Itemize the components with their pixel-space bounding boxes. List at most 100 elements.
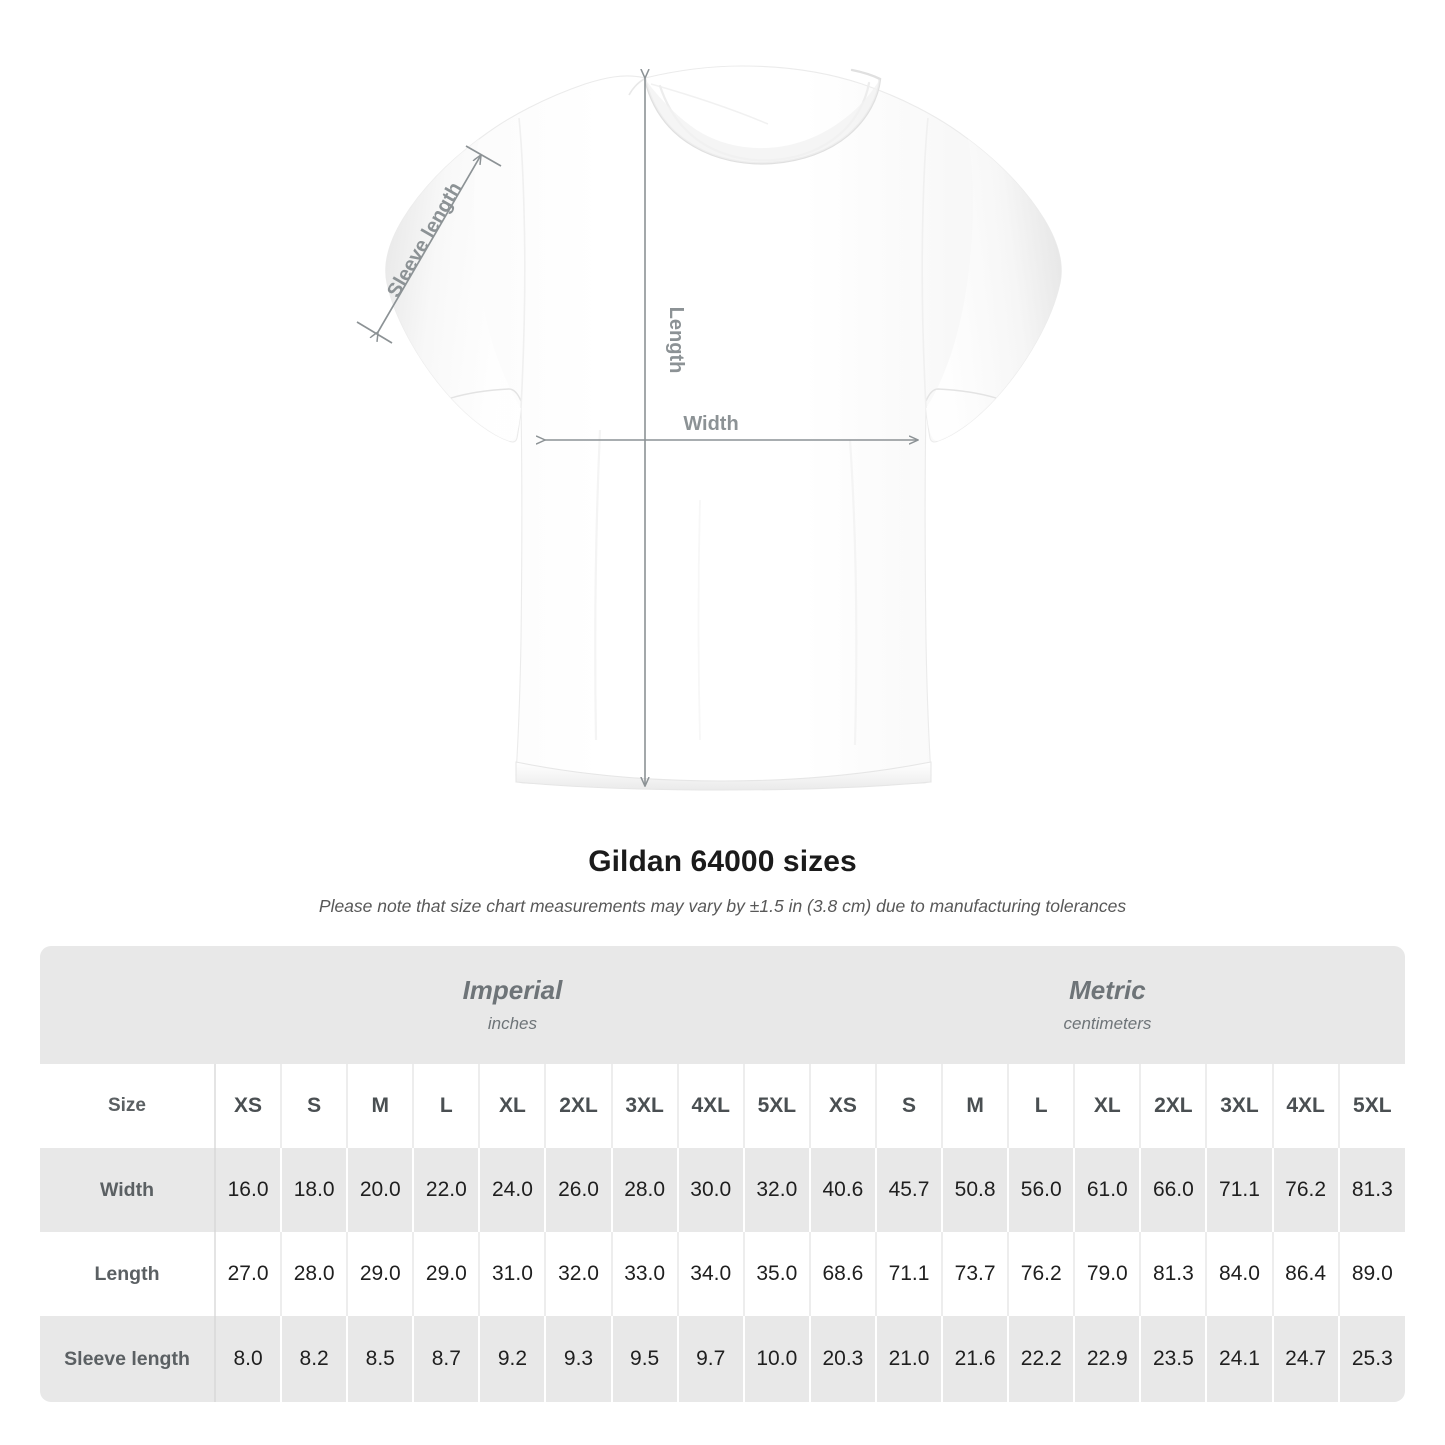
sleeve-length-arrow <box>378 155 481 332</box>
cell-length-imperial-s: 28.0 <box>280 1232 348 1316</box>
cell-width-imperial-xl: 24.0 <box>478 1148 546 1232</box>
shoulder-seam-left <box>650 83 769 125</box>
cell-length-metric-5xl: 89.0 <box>1337 1232 1405 1316</box>
size-header-metric-l: L <box>1007 1064 1075 1148</box>
cell-sleeve-metric-2xl: 23.5 <box>1139 1316 1207 1402</box>
size-header-imperial-2xl: 2XL <box>544 1064 612 1148</box>
collar-band <box>645 79 880 164</box>
cell-length-metric-l: 76.2 <box>1007 1232 1075 1316</box>
cell-width-metric-2xl: 66.0 <box>1139 1148 1207 1232</box>
size-header-metric-xl: XL <box>1073 1064 1141 1148</box>
fold-1 <box>594 429 602 741</box>
size-header-imperial-5xl: 5XL <box>742 1064 810 1148</box>
sleeve-hem-left <box>450 388 522 402</box>
size-header-imperial-xs: XS <box>214 1064 282 1148</box>
fold-2 <box>848 439 858 746</box>
title-block: Gildan 64000 sizes Please note that size… <box>0 845 1445 917</box>
cell-sleeve-imperial-xl: 9.2 <box>478 1316 546 1402</box>
unit-group-imperial: Imperial inches <box>215 946 810 1064</box>
size-header-row: Size XS S M L XL 2XL 3XL 4XL 5XL XS S M … <box>40 1064 1405 1148</box>
cell-length-imperial-xs: 27.0 <box>214 1232 282 1316</box>
cell-sleeve-metric-xs: 20.3 <box>808 1316 876 1402</box>
cell-length-imperial-5xl: 35.0 <box>742 1232 810 1316</box>
size-header-imperial-4xl: 4XL <box>676 1064 744 1148</box>
size-header-metric-m: M <box>941 1064 1009 1148</box>
cell-sleeve-metric-3xl: 24.1 <box>1205 1316 1273 1402</box>
cell-width-imperial-s: 18.0 <box>280 1148 348 1232</box>
cell-length-imperial-l: 29.0 <box>412 1232 480 1316</box>
cell-length-metric-xs: 68.6 <box>808 1232 876 1316</box>
unit-sub-imperial: inches <box>487 1013 538 1033</box>
cell-width-imperial-l: 22.0 <box>412 1148 480 1232</box>
cell-sleeve-imperial-xs: 8.0 <box>214 1316 282 1402</box>
column-header-size: Size <box>107 1095 147 1116</box>
sleeve-tick-bottom <box>356 321 393 344</box>
cell-length-metric-2xl: 81.3 <box>1139 1232 1207 1316</box>
cell-length-metric-s: 71.1 <box>874 1232 943 1316</box>
cell-width-metric-5xl: 81.3 <box>1337 1148 1405 1232</box>
cell-length-metric-3xl: 84.0 <box>1205 1232 1273 1316</box>
cell-length-metric-4xl: 86.4 <box>1271 1232 1339 1316</box>
armhole-seam-left <box>518 117 526 409</box>
shirt-sleeve-right <box>926 139 1062 441</box>
cell-width-imperial-xs: 16.0 <box>214 1148 282 1232</box>
size-header-metric-5xl: 5XL <box>1337 1064 1405 1148</box>
cell-length-imperial-4xl: 34.0 <box>676 1232 744 1316</box>
tshirt-diagram: Sleeve length Length Width <box>356 65 1062 791</box>
width-label: Width <box>683 413 738 435</box>
row-label-width: Width <box>100 1178 154 1201</box>
table-row: Width 16.0 18.0 20.0 22.0 24.0 26.0 28.0… <box>40 1148 1405 1232</box>
cell-length-imperial-xl: 31.0 <box>478 1232 546 1316</box>
table-row: Sleeve length 8.0 8.2 8.5 8.7 9.2 9.3 9.… <box>40 1316 1405 1402</box>
page-title: Gildan 64000 sizes <box>588 845 857 878</box>
cell-sleeve-imperial-4xl: 9.7 <box>676 1316 744 1402</box>
size-header-imperial-l: L <box>412 1064 480 1148</box>
cell-sleeve-imperial-2xl: 9.3 <box>544 1316 612 1402</box>
cell-width-metric-xl: 61.0 <box>1073 1148 1141 1232</box>
size-header-metric-xs: XS <box>808 1064 876 1148</box>
size-header-metric-2xl: 2XL <box>1139 1064 1207 1148</box>
cell-width-metric-l: 56.0 <box>1007 1148 1075 1232</box>
bottom-hem <box>515 761 932 791</box>
size-header-imperial-3xl: 3XL <box>610 1064 678 1148</box>
cell-sleeve-metric-l: 22.2 <box>1007 1316 1075 1402</box>
tolerance-note: Please note that size chart measurements… <box>318 896 1127 916</box>
unit-sub-metric: centimeters <box>1063 1013 1152 1033</box>
table-row: Length 27.0 28.0 29.0 29.0 31.0 32.0 33.… <box>40 1232 1405 1316</box>
armhole-seam-right <box>921 117 929 409</box>
cell-width-metric-4xl: 76.2 <box>1271 1148 1339 1232</box>
cell-length-metric-m: 73.7 <box>941 1232 1009 1316</box>
unit-group-metric: Metric centimeters <box>810 946 1405 1064</box>
cell-sleeve-metric-m: 21.6 <box>941 1316 1009 1402</box>
unit-name-imperial: Imperial <box>462 975 563 1006</box>
cell-sleeve-metric-4xl: 24.7 <box>1271 1316 1339 1402</box>
cell-width-metric-m: 50.8 <box>941 1148 1009 1232</box>
cell-width-imperial-3xl: 28.0 <box>610 1148 678 1232</box>
cell-width-metric-3xl: 71.1 <box>1205 1148 1273 1232</box>
cell-length-imperial-2xl: 32.0 <box>544 1232 612 1316</box>
row-label-length: Length <box>94 1262 160 1285</box>
cell-width-imperial-2xl: 26.0 <box>544 1148 612 1232</box>
cell-width-metric-xs: 40.6 <box>808 1148 876 1232</box>
size-header-metric-s: S <box>874 1064 943 1148</box>
cell-length-imperial-m: 29.0 <box>346 1232 414 1316</box>
cell-sleeve-imperial-m: 8.5 <box>346 1316 414 1402</box>
sleeve-hem-right <box>925 388 997 402</box>
unit-banner-row: Imperial inches Metric centimeters <box>40 946 1405 1064</box>
sleeve-tick-top <box>465 145 502 167</box>
size-chart-table: Imperial inches Metric centimeters Size … <box>40 946 1405 1402</box>
size-header-imperial-m: M <box>346 1064 414 1148</box>
cell-sleeve-imperial-s: 8.2 <box>280 1316 348 1402</box>
size-header-imperial-s: S <box>280 1064 348 1148</box>
row-label-sleeve-length: Sleeve length <box>64 1347 190 1370</box>
unit-banner-spacer <box>40 946 215 1064</box>
sleeve-length-measure <box>356 145 502 344</box>
size-header-metric-4xl: 4XL <box>1271 1064 1339 1148</box>
cell-sleeve-imperial-l: 8.7 <box>412 1316 480 1402</box>
unit-name-metric: Metric <box>1069 975 1146 1006</box>
cell-width-imperial-m: 20.0 <box>346 1148 414 1232</box>
cell-sleeve-metric-xl: 22.9 <box>1073 1316 1141 1402</box>
size-header-imperial-xl: XL <box>478 1064 546 1148</box>
fold-3 <box>697 499 701 741</box>
